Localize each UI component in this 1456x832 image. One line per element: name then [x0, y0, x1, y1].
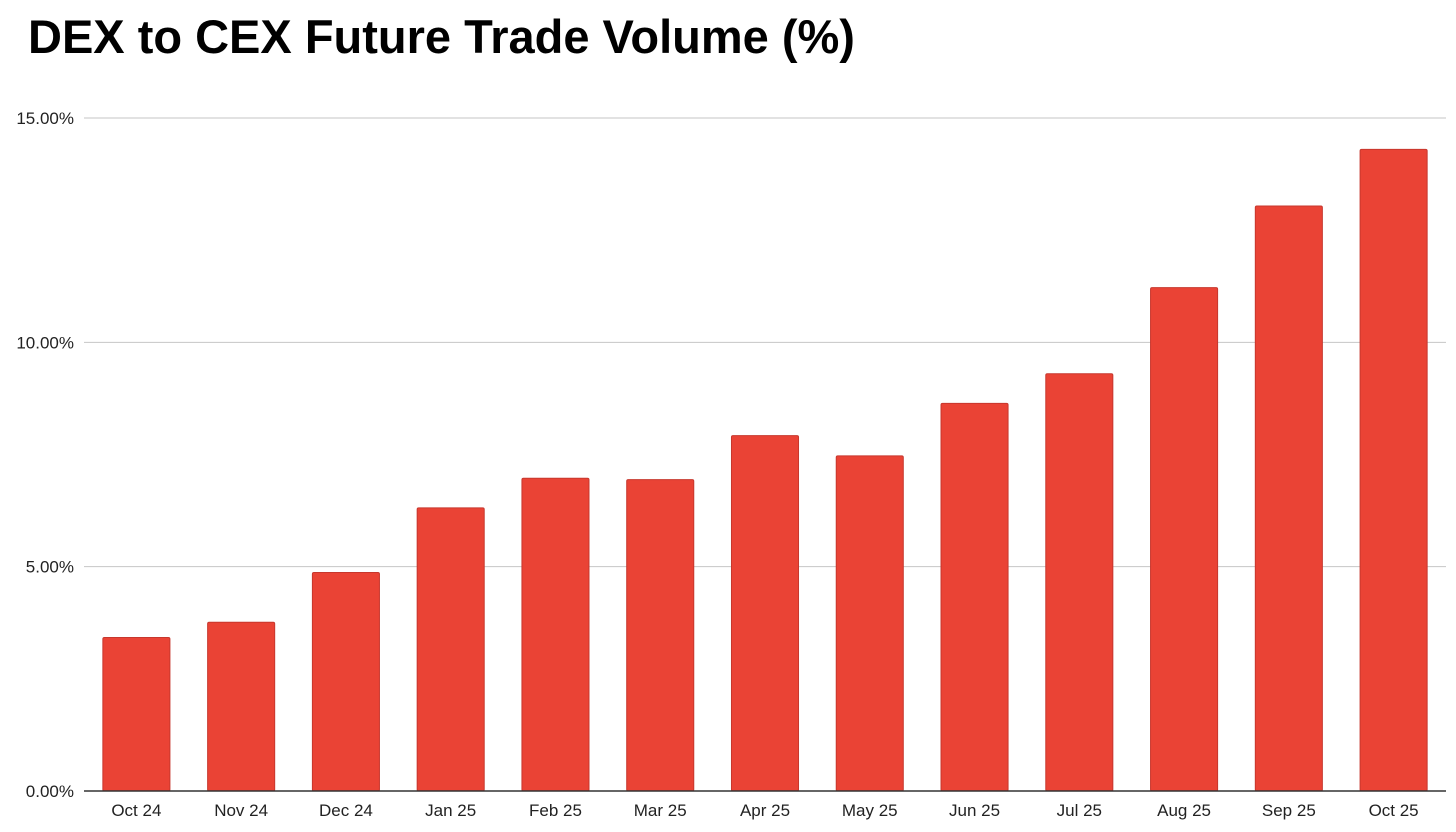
x-tick-label: May 25: [842, 801, 898, 820]
bar: [311, 571, 380, 792]
bar: [1150, 287, 1219, 792]
bar: [416, 507, 485, 792]
x-tick-label: Oct 24: [111, 801, 161, 820]
bar: [207, 621, 276, 792]
bar: [1045, 373, 1114, 792]
chart-title: DEX to CEX Future Trade Volume (%): [28, 10, 855, 63]
x-tick-label: Mar 25: [634, 801, 687, 820]
bar: [1359, 148, 1428, 792]
x-tick-label: Jul 25: [1057, 801, 1102, 820]
y-tick-label: 5.00%: [26, 558, 74, 577]
y-tick-label: 15.00%: [16, 109, 74, 128]
bar: [835, 455, 904, 792]
x-tick-label: Feb 25: [529, 801, 582, 820]
bar: [102, 637, 171, 792]
y-axis-tick-labels: 0.00% 5.00% 10.00% 15.00%: [16, 109, 74, 801]
x-tick-label: Oct 25: [1369, 801, 1419, 820]
x-tick-label: Nov 24: [214, 801, 268, 820]
x-axis-tick-labels: Oct 24 Nov 24 Dec 24 Jan 25 Feb 25 Mar 25 Apr …: [111, 801, 1418, 820]
y-tick-label: 10.00%: [16, 333, 74, 352]
bar: [730, 435, 800, 792]
y-tick-label: 0.00%: [26, 782, 74, 801]
x-tick-label: Jun 25: [949, 801, 1000, 820]
bar: [626, 479, 695, 792]
x-tick-label: Sep 25: [1262, 801, 1316, 820]
x-tick-label: Aug 25: [1157, 801, 1211, 820]
bars: [102, 148, 1428, 792]
x-tick-label: Jan 25: [425, 801, 476, 820]
bar: [1254, 205, 1323, 792]
bar: [940, 402, 1009, 792]
x-tick-label: Dec 24: [319, 801, 373, 820]
x-tick-label: Apr 25: [740, 801, 790, 820]
bar: [521, 477, 590, 792]
